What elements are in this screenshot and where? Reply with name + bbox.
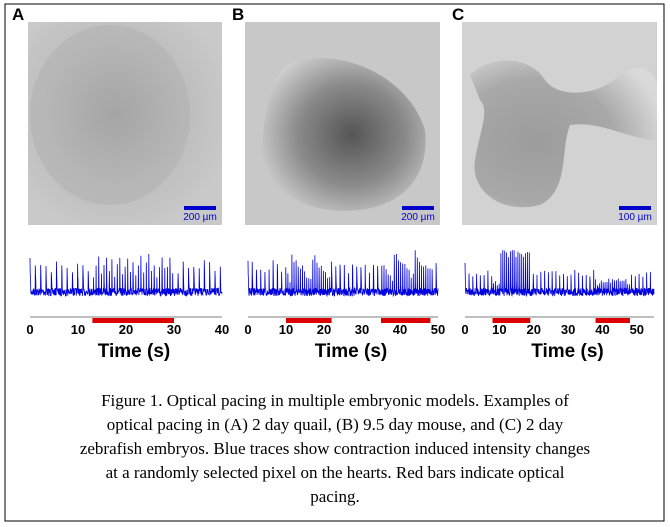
pacing-bar bbox=[381, 318, 431, 323]
x-tick-label: 30 bbox=[167, 322, 181, 337]
trace bbox=[464, 250, 655, 298]
x-tick-label: 30 bbox=[355, 322, 369, 337]
embryo bbox=[30, 25, 190, 205]
scale-bar-label: 200 µm bbox=[183, 212, 217, 223]
trace bbox=[29, 253, 223, 298]
pacing-bar bbox=[92, 318, 174, 323]
scale-bar bbox=[184, 206, 216, 210]
x-axis-label: Time (s) bbox=[531, 341, 604, 362]
scale-bar bbox=[619, 206, 651, 210]
x-tick-label: 10 bbox=[279, 322, 293, 337]
x-axis-label: Time (s) bbox=[315, 341, 388, 362]
x-tick-label: 20 bbox=[119, 322, 133, 337]
x-tick-label: 0 bbox=[244, 322, 251, 337]
x-axis-label: Time (s) bbox=[98, 341, 171, 362]
x-tick-label: 20 bbox=[317, 322, 331, 337]
scale-bar bbox=[402, 206, 434, 210]
x-tick-label: 30 bbox=[561, 322, 575, 337]
pacing-bar bbox=[492, 318, 531, 323]
panel-label: A bbox=[12, 5, 24, 24]
caption-line: zebrafish embryos. Blue traces show cont… bbox=[80, 439, 590, 458]
x-tick-label: 50 bbox=[431, 322, 445, 337]
caption-line: optical pacing in (A) 2 day quail, (B) 9… bbox=[107, 415, 564, 434]
x-tick-label: 0 bbox=[461, 322, 468, 337]
x-tick-label: 40 bbox=[595, 322, 609, 337]
panel-label: B bbox=[232, 5, 244, 24]
caption-line: at a randomly selected pixel on the hear… bbox=[106, 463, 565, 482]
panel-label: C bbox=[452, 5, 464, 24]
heart bbox=[262, 58, 426, 211]
x-tick-label: 0 bbox=[26, 322, 33, 337]
x-tick-label: 40 bbox=[215, 322, 229, 337]
trace bbox=[247, 250, 439, 298]
scale-bar-label: 200 µm bbox=[401, 212, 435, 223]
caption-line: pacing. bbox=[310, 487, 360, 506]
caption-line: Figure 1. Optical pacing in multiple emb… bbox=[101, 391, 569, 410]
figure-border bbox=[4, 3, 665, 522]
x-tick-label: 10 bbox=[492, 322, 506, 337]
x-tick-label: 10 bbox=[71, 322, 85, 337]
heart bbox=[470, 60, 657, 208]
x-tick-label: 20 bbox=[526, 322, 540, 337]
scale-bar-label: 100 µm bbox=[618, 212, 652, 223]
x-tick-label: 40 bbox=[393, 322, 407, 337]
pacing-bar bbox=[286, 318, 332, 323]
x-tick-label: 50 bbox=[630, 322, 644, 337]
pacing-bar bbox=[595, 318, 630, 323]
